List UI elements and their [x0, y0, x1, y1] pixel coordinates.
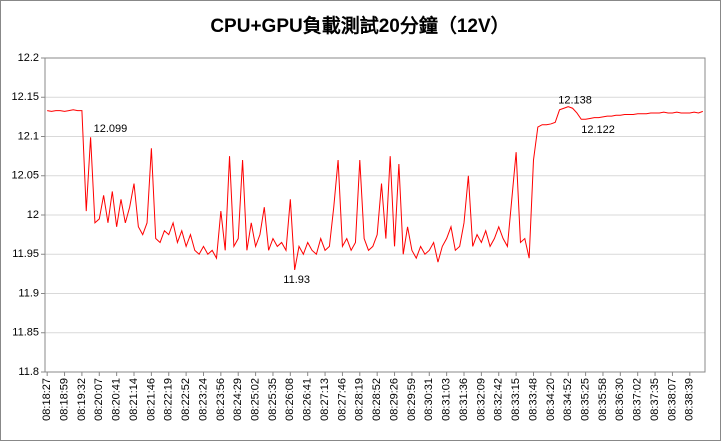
y-tick-label: 11.85: [12, 327, 39, 339]
x-tick-label: 08:23:24: [197, 378, 209, 421]
x-tick-label: 08:26:08: [284, 378, 296, 421]
x-tick-label: 08:20:07: [93, 378, 105, 421]
x-tick-label: 08:28:19: [354, 378, 366, 421]
x-tick-label: 08:32:42: [493, 378, 505, 421]
x-tick-label: 08:33:15: [510, 378, 522, 421]
x-tick-label: 08:24:29: [232, 378, 244, 421]
y-tick-label: 12: [27, 209, 39, 221]
y-tick-label: 11.9: [18, 287, 39, 299]
data-line: [47, 106, 704, 271]
x-tick-label: 08:38:07: [666, 378, 678, 421]
x-tick-label: 08:21:14: [128, 378, 140, 421]
x-tick-label: 08:29:59: [406, 378, 418, 421]
x-tick-label: 08:23:56: [215, 378, 227, 421]
y-tick-label: 12.15: [11, 91, 39, 103]
x-tick-label: 08:27:13: [319, 378, 331, 421]
x-tick-label: 08:25:35: [267, 378, 279, 421]
x-tick-label: 08:18:27: [41, 378, 53, 421]
x-tick-label: 08:31:36: [458, 378, 470, 421]
x-tick-label: 08:28:52: [371, 378, 383, 421]
x-tick-label: 08:27:46: [336, 378, 348, 421]
data-label: 12.138: [558, 95, 592, 107]
x-tick-label: 08:20:41: [111, 378, 123, 421]
x-tick-label: 08:37:02: [632, 378, 644, 421]
x-tick-label: 08:32:09: [475, 378, 487, 421]
x-tick-label: 08:29:26: [388, 378, 400, 421]
y-tick-label: 11.8: [18, 366, 39, 378]
x-tick-label: 08:22:19: [163, 378, 175, 421]
x-tick-label: 08:38:39: [684, 378, 696, 421]
x-tick-label: 08:31:03: [441, 378, 453, 421]
chart-title: CPU+GPU負載測試20分鐘（12V）: [210, 14, 509, 37]
y-tick-label: 11.95: [12, 248, 39, 260]
x-tick-label: 08:33:48: [527, 378, 539, 421]
x-tick-label: 08:21:46: [145, 378, 157, 421]
x-tick-label: 08:34:52: [562, 378, 574, 421]
x-tick-label: 08:35:25: [579, 378, 591, 421]
data-label: 12.099: [94, 123, 128, 135]
x-tick-label: 08:30:31: [423, 378, 435, 421]
x-tick-label: 08:25:02: [249, 378, 261, 421]
x-tick-label: 08:37:35: [649, 378, 661, 421]
x-tick-label: 08:19:32: [76, 378, 88, 421]
x-tick-label: 08:22:52: [180, 378, 192, 421]
x-tick-label: 08:34:20: [545, 378, 557, 421]
y-tick-label: 12.2: [18, 52, 39, 64]
x-tick-label: 08:18:59: [58, 378, 70, 421]
x-tick-label: 08:36:30: [614, 378, 626, 421]
plot-area: [44, 57, 706, 373]
data-label: 11.93: [283, 274, 310, 286]
data-label: 12.122: [581, 124, 615, 136]
x-tick-label: 08:35:58: [597, 378, 609, 421]
y-tick-label: 12.05: [11, 170, 39, 182]
x-tick-label: 08:26:41: [302, 378, 314, 421]
y-tick-label: 12.1: [18, 130, 39, 142]
